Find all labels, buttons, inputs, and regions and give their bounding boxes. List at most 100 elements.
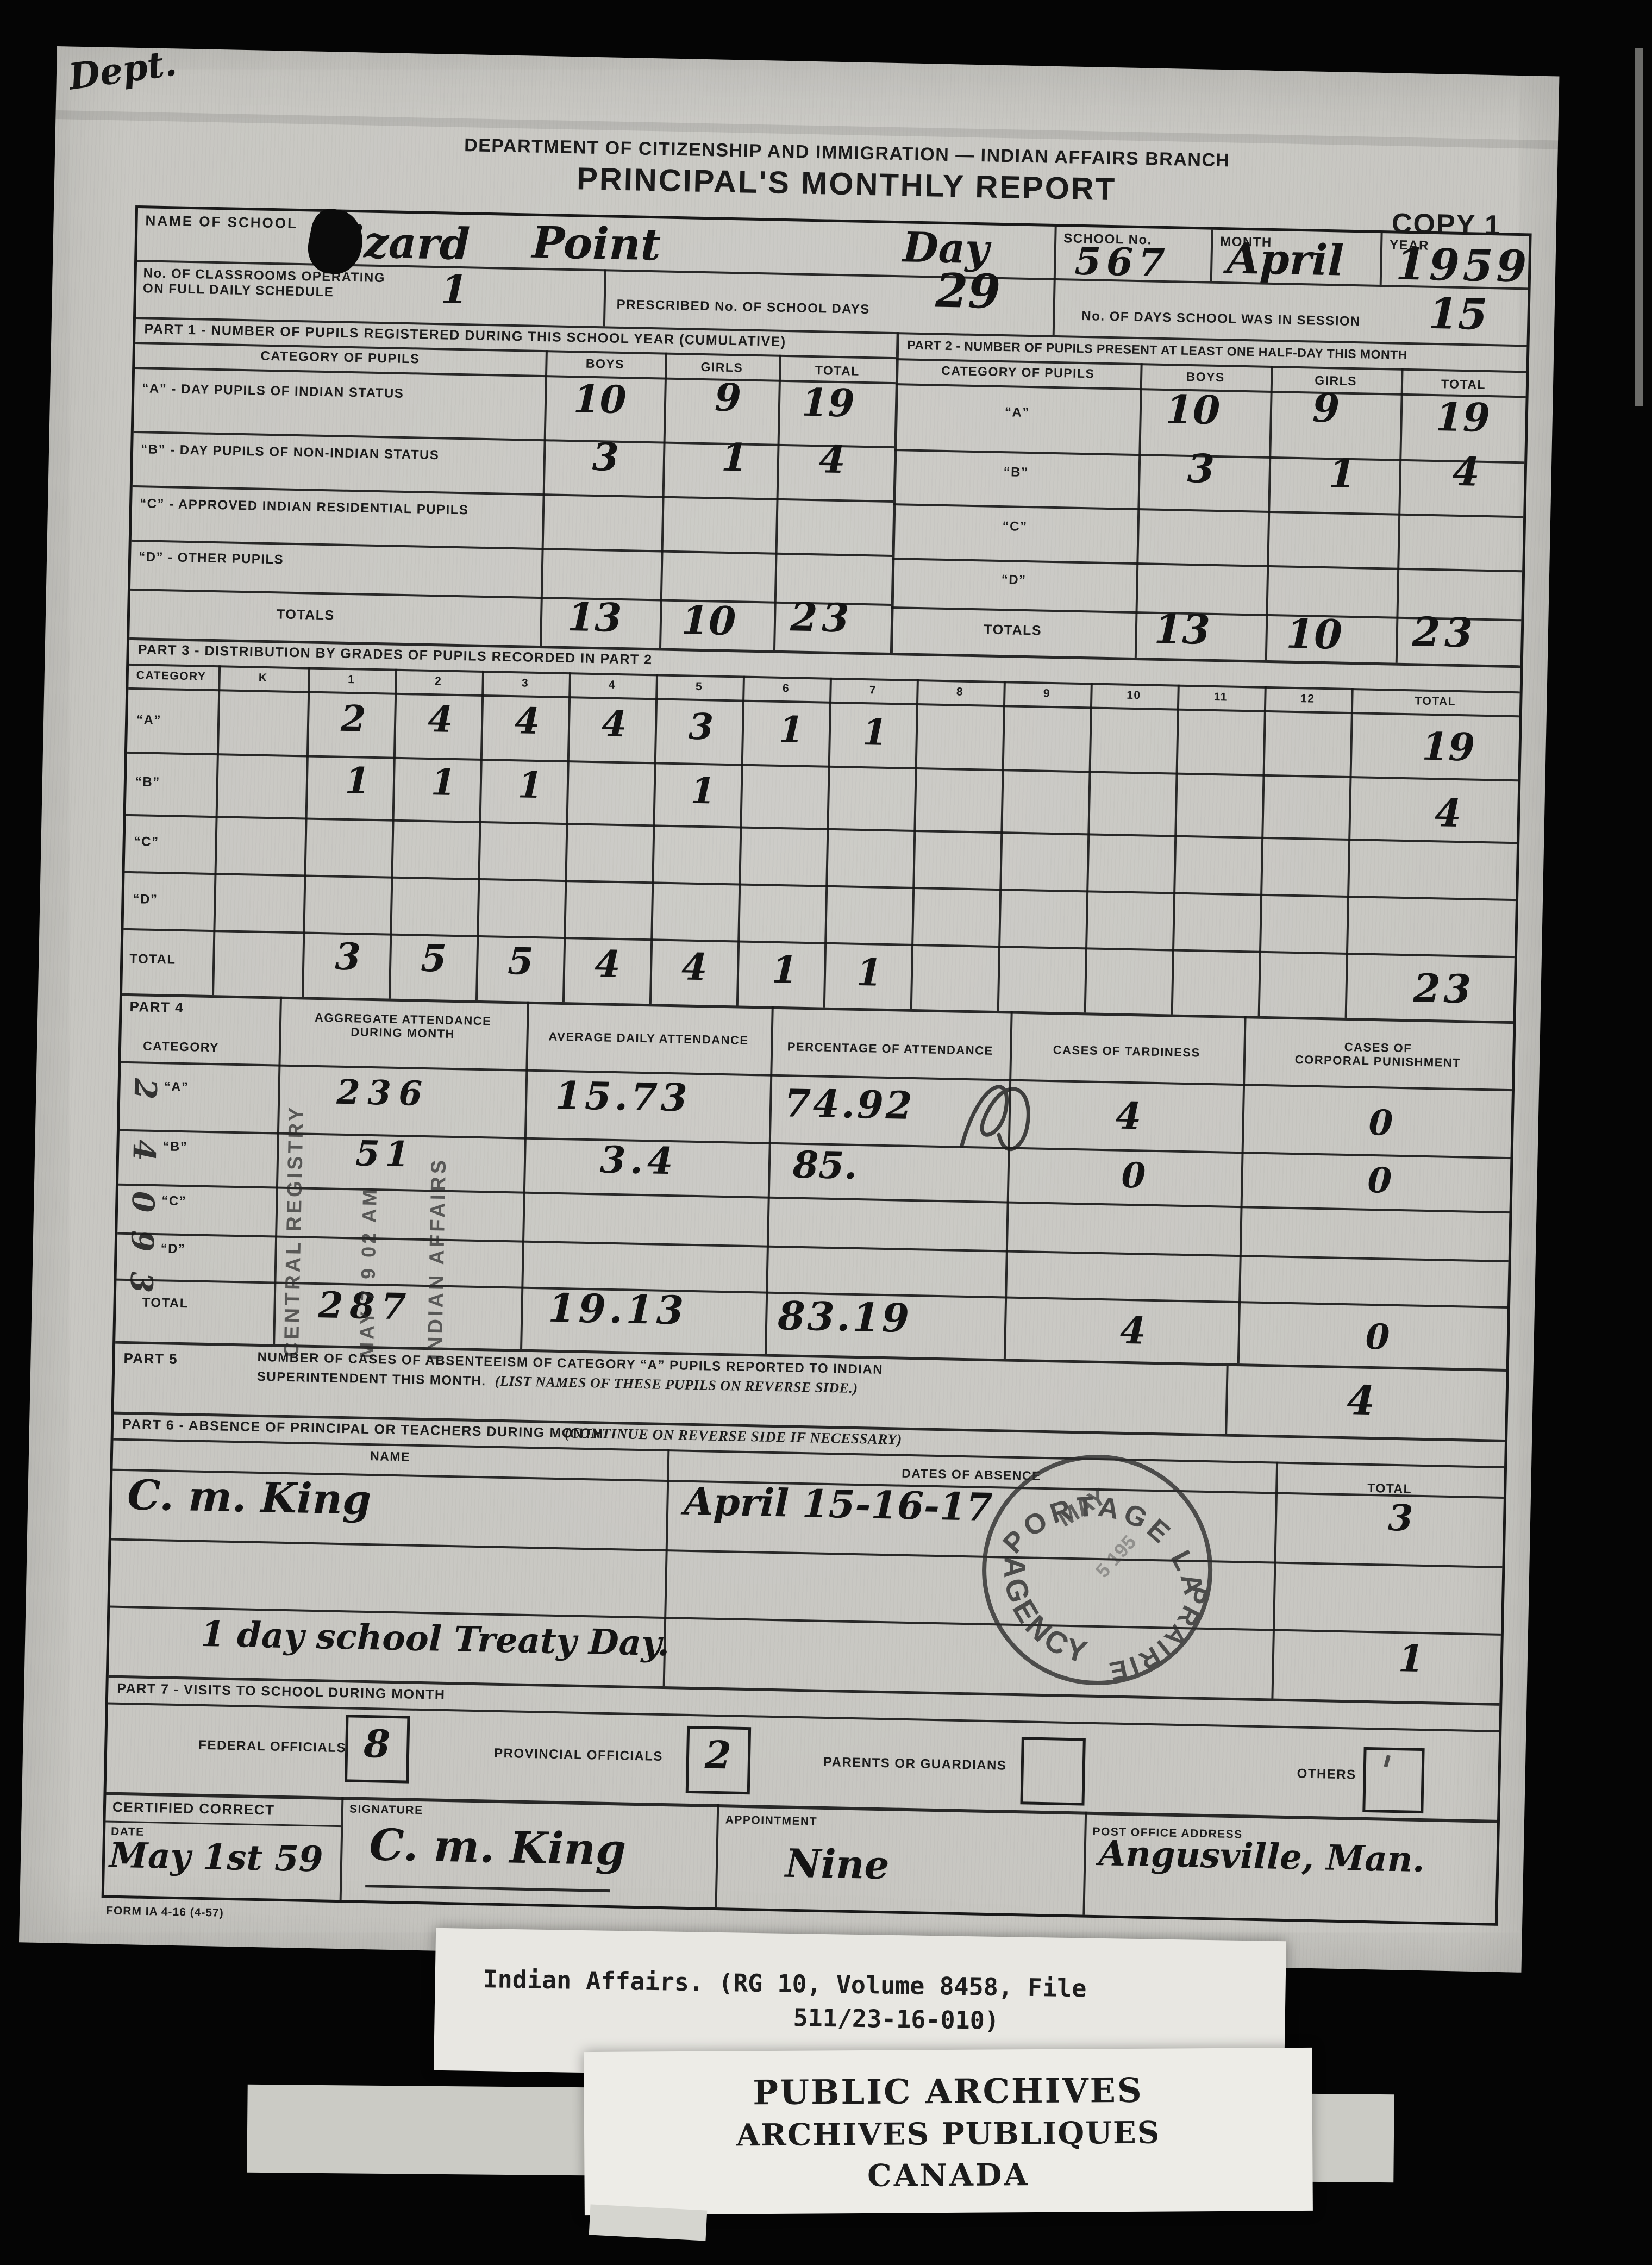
cell-value: 4 [594,942,621,987]
grid-line [108,1702,1499,1732]
year-value: 1959 [1395,238,1531,292]
form-number: FORM IA 4-16 (4-57) [105,1904,224,1919]
part2-row-label: “B” [1003,465,1029,480]
central-registry-stamp-line1: CENTRAL REGISTRY [280,1104,308,1357]
part4-header-pct: PERCENTAGE OF ATTENDANCE [787,1040,994,1058]
stamp-ring-right-text: PRAIRIE [1101,1574,1213,1697]
signature-label: SIGNATURE [349,1803,423,1817]
grid-line [1257,686,1267,1016]
film-edge-artifact [1635,48,1643,406]
cell-value: 9 [714,374,742,421]
cell-value: 4 [1119,1309,1147,1353]
date-value: May 1st 59 [109,1835,324,1880]
part3-header: 5 [695,680,703,693]
cell-value: 85. [792,1143,858,1188]
part3-row-label: TOTAL [129,952,176,967]
part3-header: CATEGORY [136,669,206,683]
grid-line [212,665,221,996]
grid-line [715,1804,719,1908]
part2-totals-label: TOTALS [984,622,1042,639]
grid-line [764,1006,774,1354]
cell-value: 1 [862,711,888,754]
public-archives-card: PUBLIC ARCHIVES ARCHIVES PUBLIQUES CANAD… [584,2047,1313,2216]
part7-value: 8 [363,1720,391,1767]
cell-value: 83.19 [777,1292,912,1342]
part4-label: PART 4 [129,998,184,1016]
address-value: Angusville, Man. [1098,1833,1425,1881]
central-registry-stamp-line2: MAY 7 9 02 AM [355,1186,381,1359]
cell-value: 4 [1434,790,1462,836]
cell-value: 3 [1186,445,1215,492]
part7-field-label: FEDERAL OFFICIALS [198,1737,347,1756]
grid-line [1271,1461,1279,1699]
grid-line [130,588,891,606]
part3-header: 11 [1213,690,1228,704]
paper: Dept. DEPARTMENT OF CITIZENSHIP AND IMMI… [18,41,1560,1973]
grid-line [124,871,1516,902]
grid-line [823,677,832,1008]
session-days-label: No. OF DAYS SCHOOL WAS IN SESSION [1081,308,1361,329]
cell-value: 1 [721,434,748,480]
month-value: April [1226,234,1344,286]
grid-line [1379,233,1383,285]
agency-date-stamp: PORTAGE LA AGENCY PRAIRIE MAY 5 195 [982,1454,1222,1697]
grid-line [127,751,1518,782]
part7-title: PART 7 - VISITS TO SCHOOL DURING MONTH [117,1680,446,1703]
cell-value: 1 [690,769,716,812]
cell-value: 23 [1412,965,1475,1012]
part4-row-label: “A” [164,1079,189,1095]
archives-stamp-line2: ARCHIVES PUBLIQUES [736,2114,1161,2154]
cell-value: 4 [427,697,454,741]
absence-dates: April 15-16-17 [683,1478,993,1530]
citation-line2: 511/23-16-010) [793,2003,1000,2036]
grid-line [773,354,781,650]
grid-line [475,670,485,1000]
cell-value: 1 [517,764,543,807]
part5-label: PART 5 [123,1349,178,1367]
cell-value: 19 [1435,393,1491,441]
absence-name: C. m. King [127,1471,372,1524]
part3-header: 7 [869,684,877,697]
name-of-school-label: NAME OF SCHOOL [145,212,298,231]
part4-header-ada: AVERAGE DAILY ATTENDANCE [548,1029,749,1047]
cell-value: 19.13 [547,1284,687,1334]
cell-value: 15.73 [554,1072,691,1121]
stamp-center-date: 5 195 [1091,1531,1141,1582]
part3-header: 12 [1300,692,1315,705]
grid-line [892,558,1523,573]
cell-value: 5 [507,939,534,984]
absence-name: 1 day school Treaty Day. [200,1613,670,1665]
grid-line [603,269,606,327]
classrooms-label: No. OF CLASSROOMS OPERATING ON FULL DAIL… [143,266,385,301]
part1-row-label: “D” - OTHER PUPILS [138,549,284,567]
grid-line [1237,1016,1247,1364]
session-days-value: 15 [1428,289,1488,340]
part4-header-corporal: CASES OF CORPORAL PUNISHMENT [1243,1038,1513,1071]
cell-value: 10 [1165,386,1221,434]
part3-header: 9 [1043,687,1051,700]
cell-value: 74.92 [784,1080,915,1129]
appointment-value: Nine [785,1839,890,1888]
cell-value: 13 [1154,605,1211,654]
grid-line [649,674,659,1004]
cell-value: 1 [430,761,456,804]
part4-row-label: TOTAL [142,1295,189,1311]
part1-row-label: “B” - DAY PUPILS OF NON-INDIAN STATUS [140,442,440,463]
part3-header: K [258,671,268,685]
paper-wedge [589,2204,708,2241]
cell-value: 1 [771,948,798,992]
school-name-value-2: Point [531,216,661,271]
cell-value: 23 [1411,609,1478,657]
part7-field-label: PARENTS OR GUARDIANS [823,1754,1007,1773]
cell-value: 5 [420,936,447,981]
grid-line [562,672,572,1003]
part7-field-label: OTHERS [1297,1766,1356,1782]
grid-line [301,667,311,997]
grid-line [1084,683,1093,1013]
part2-header-total: TOTAL [1441,377,1486,392]
margin-digit: 2 [127,1078,164,1100]
part3-header: 3 [521,677,529,690]
cell-value: 1 [1328,450,1356,497]
archives-stamp-line3: CANADA [867,2157,1030,2194]
absence-total: 1 [1398,1637,1425,1681]
